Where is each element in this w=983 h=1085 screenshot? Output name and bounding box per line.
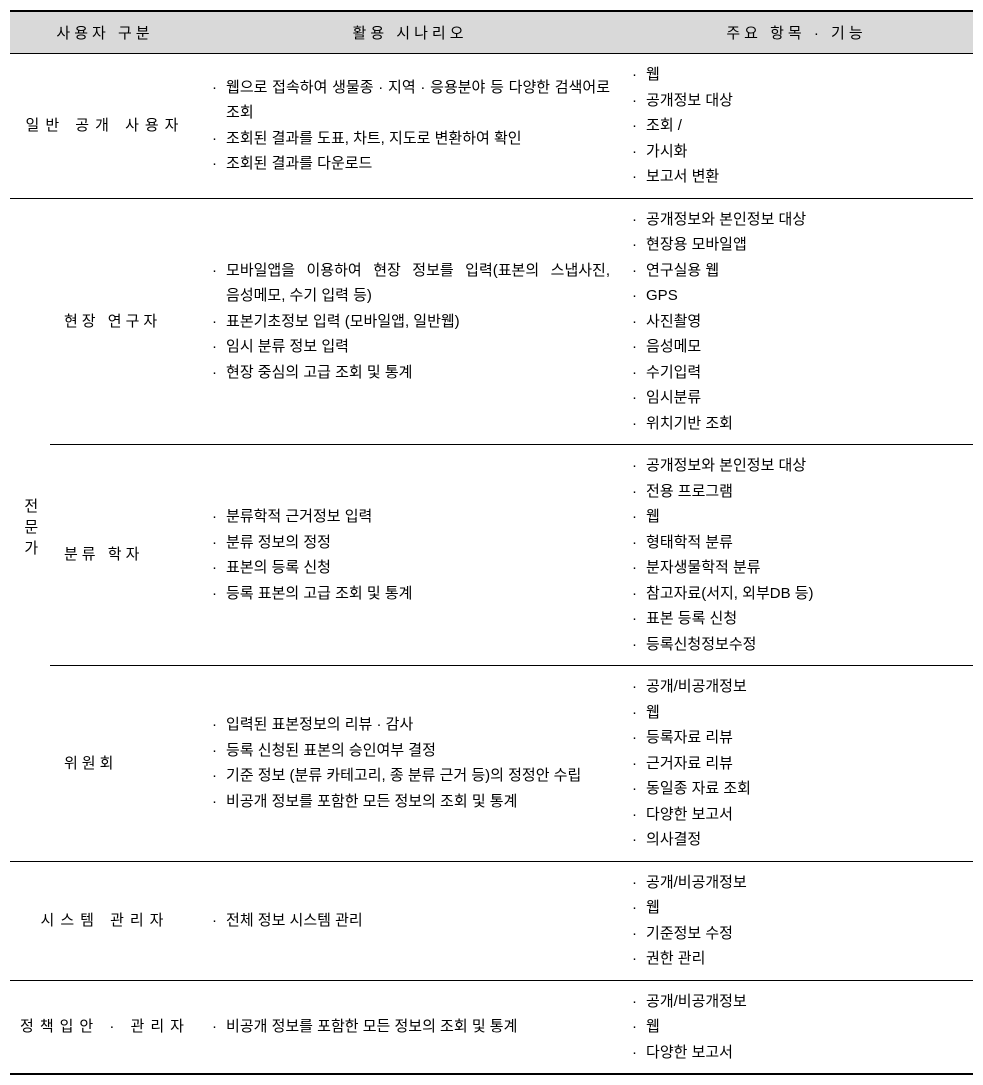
feature-item: 웹 <box>632 895 963 921</box>
cell-policy-maker-features: 공개/비공개정보 웹 다양한 보고서 <box>620 980 973 1074</box>
cell-public-user-features: 웹 공개정보 대상 조회 / 가시화 보고서 변환 <box>620 54 973 199</box>
scenario-item: 표본기초정보 입력 (모바일앱, 일반웹) <box>212 309 610 335</box>
cell-field-researcher-features: 공개정보와 본인정보 대상 현장용 모바일앱 연구실용 웹 GPS 사진촬영 음… <box>620 198 973 445</box>
feature-item: 형태학적 분류 <box>632 530 963 556</box>
header-row: 사용자 구분 활용 시나리오 주요 항목 · 기능 <box>10 11 973 54</box>
list-committee-features: 공개/비공개정보 웹 등록자료 리뷰 근거자료 리뷰 동일종 자료 조회 다양한… <box>630 674 963 853</box>
scenario-item: 비공개 정보를 포함한 모든 정보의 조회 및 통계 <box>212 789 610 815</box>
feature-item: 음성메모 <box>632 334 963 360</box>
scenario-item: 전체 정보 시스템 관리 <box>212 908 610 934</box>
feature-item: 위치기반 조회 <box>632 411 963 437</box>
list-field-researcher-scenario: 모바일앱을 이용하여 현장 정보를 입력(표본의 스냅사진, 음성메모, 수기 … <box>210 258 610 386</box>
feature-item: 등록신청정보수정 <box>632 632 963 658</box>
row-sysadmin: 시스템 관리자 전체 정보 시스템 관리 공개/비공개정보 웹 기준정보 수정 … <box>10 861 973 980</box>
scenario-item: 분류 정보의 정정 <box>212 530 610 556</box>
feature-item: 동일종 자료 조회 <box>632 776 963 802</box>
cell-field-researcher-scenario: 모바일앱을 이용하여 현장 정보를 입력(표본의 스냅사진, 음성메모, 수기 … <box>200 198 620 445</box>
feature-item: 수기입력 <box>632 360 963 386</box>
cell-policy-maker-scenario: 비공개 정보를 포함한 모든 정보의 조회 및 통계 <box>200 980 620 1074</box>
scenario-item: 조회된 결과를 다운로드 <box>212 151 610 177</box>
row-committee: 위원회 입력된 표본정보의 리뷰 · 감사 등록 신청된 표본의 승인여부 결정… <box>10 666 973 862</box>
feature-item: 기준정보 수정 <box>632 921 963 947</box>
scenario-item: 비공개 정보를 포함한 모든 정보의 조회 및 통계 <box>212 1014 610 1040</box>
scenario-item: 기준 정보 (분류 카테고리, 종 분류 근거 등)의 정정안 수립 <box>212 763 610 789</box>
feature-item: 임시분류 <box>632 385 963 411</box>
list-sysadmin-scenario: 전체 정보 시스템 관리 <box>210 908 610 934</box>
col-header-scenario: 활용 시나리오 <box>200 11 620 54</box>
row-policy-maker: 정책입안 · 관리자 비공개 정보를 포함한 모든 정보의 조회 및 통계 공개… <box>10 980 973 1074</box>
feature-item: 참고자료(서지, 외부DB 등) <box>632 581 963 607</box>
scenario-item: 조회된 결과를 도표, 차트, 지도로 변환하여 확인 <box>212 126 610 152</box>
feature-item: 조회 / <box>632 113 963 139</box>
feature-item: 웹 <box>632 504 963 530</box>
feature-item: 웹 <box>632 1014 963 1040</box>
cell-field-researcher-label: 현장 연구자 <box>50 198 200 445</box>
col-header-features: 주요 항목 · 기능 <box>620 11 973 54</box>
feature-item: 웹 <box>632 62 963 88</box>
feature-item: 보고서 변환 <box>632 164 963 190</box>
list-field-researcher-features: 공개정보와 본인정보 대상 현장용 모바일앱 연구실용 웹 GPS 사진촬영 음… <box>630 207 963 437</box>
feature-item: 분자생물학적 분류 <box>632 555 963 581</box>
cell-committee-label: 위원회 <box>50 666 200 862</box>
cell-committee-features: 공개/비공개정보 웹 등록자료 리뷰 근거자료 리뷰 동일종 자료 조회 다양한… <box>620 666 973 862</box>
list-taxonomist-scenario: 분류학적 근거정보 입력 분류 정보의 정정 표본의 등록 신청 등록 표본의 … <box>210 504 610 606</box>
row-public-user: 일반 공개 사용자 웹으로 접속하여 생물종 · 지역 · 응용분야 등 다양한… <box>10 54 973 199</box>
cell-expert-group-label: 전문가 <box>10 198 50 861</box>
scenario-item: 등록 표본의 고급 조회 및 통계 <box>212 581 610 607</box>
cell-taxonomist-scenario: 분류학적 근거정보 입력 분류 정보의 정정 표본의 등록 신청 등록 표본의 … <box>200 445 620 666</box>
col-header-user: 사용자 구분 <box>10 11 200 54</box>
list-taxonomist-features: 공개정보와 본인정보 대상 전용 프로그램 웹 형태학적 분류 분자생물학적 분… <box>630 453 963 657</box>
feature-item: 근거자료 리뷰 <box>632 751 963 777</box>
feature-item: 공개/비공개정보 <box>632 989 963 1015</box>
feature-item: 표본 등록 신청 <box>632 606 963 632</box>
feature-item: 가시화 <box>632 139 963 165</box>
feature-item: 다양한 보고서 <box>632 1040 963 1066</box>
feature-item: GPS <box>632 283 963 309</box>
feature-item: 공개정보 대상 <box>632 88 963 114</box>
scenario-item: 현장 중심의 고급 조회 및 통계 <box>212 360 610 386</box>
scenario-item: 분류학적 근거정보 입력 <box>212 504 610 530</box>
feature-item: 공개/비공개정보 <box>632 870 963 896</box>
scenario-item: 임시 분류 정보 입력 <box>212 334 610 360</box>
cell-sysadmin-features: 공개/비공개정보 웹 기준정보 수정 권한 관리 <box>620 861 973 980</box>
cell-public-user-scenario: 웹으로 접속하여 생물종 · 지역 · 응용분야 등 다양한 검색어로 조회 조… <box>200 54 620 199</box>
feature-item: 다양한 보고서 <box>632 802 963 828</box>
feature-item: 공개정보와 본인정보 대상 <box>632 453 963 479</box>
scenario-item: 웹으로 접속하여 생물종 · 지역 · 응용분야 등 다양한 검색어로 조회 <box>212 75 610 126</box>
cell-public-user-label: 일반 공개 사용자 <box>10 54 200 199</box>
list-committee-scenario: 입력된 표본정보의 리뷰 · 감사 등록 신청된 표본의 승인여부 결정 기준 … <box>210 712 610 814</box>
cell-taxonomist-label: 분류 학자 <box>50 445 200 666</box>
list-public-user-scenario: 웹으로 접속하여 생물종 · 지역 · 응용분야 등 다양한 검색어로 조회 조… <box>210 75 610 177</box>
feature-item: 권한 관리 <box>632 946 963 972</box>
feature-item: 등록자료 리뷰 <box>632 725 963 751</box>
users-table: 사용자 구분 활용 시나리오 주요 항목 · 기능 일반 공개 사용자 웹으로 … <box>10 10 973 1075</box>
list-sysadmin-features: 공개/비공개정보 웹 기준정보 수정 권한 관리 <box>630 870 963 972</box>
row-taxonomist: 분류 학자 분류학적 근거정보 입력 분류 정보의 정정 표본의 등록 신청 등… <box>10 445 973 666</box>
feature-item: 의사결정 <box>632 827 963 853</box>
cell-taxonomist-features: 공개정보와 본인정보 대상 전용 프로그램 웹 형태학적 분류 분자생물학적 분… <box>620 445 973 666</box>
feature-item: 공개/비공개정보 <box>632 674 963 700</box>
scenario-item: 표본의 등록 신청 <box>212 555 610 581</box>
feature-item: 웹 <box>632 700 963 726</box>
feature-item: 사진촬영 <box>632 309 963 335</box>
cell-sysadmin-scenario: 전체 정보 시스템 관리 <box>200 861 620 980</box>
cell-committee-scenario: 입력된 표본정보의 리뷰 · 감사 등록 신청된 표본의 승인여부 결정 기준 … <box>200 666 620 862</box>
cell-sysadmin-label: 시스템 관리자 <box>10 861 200 980</box>
feature-item: 현장용 모바일앱 <box>632 232 963 258</box>
scenario-item: 등록 신청된 표본의 승인여부 결정 <box>212 738 610 764</box>
scenario-item: 입력된 표본정보의 리뷰 · 감사 <box>212 712 610 738</box>
feature-item: 연구실용 웹 <box>632 258 963 284</box>
list-policy-maker-scenario: 비공개 정보를 포함한 모든 정보의 조회 및 통계 <box>210 1014 610 1040</box>
row-field-researcher: 전문가 현장 연구자 모바일앱을 이용하여 현장 정보를 입력(표본의 스냅사진… <box>10 198 973 445</box>
list-policy-maker-features: 공개/비공개정보 웹 다양한 보고서 <box>630 989 963 1066</box>
cell-policy-maker-label: 정책입안 · 관리자 <box>10 980 200 1074</box>
scenario-item: 모바일앱을 이용하여 현장 정보를 입력(표본의 스냅사진, 음성메모, 수기 … <box>212 258 610 309</box>
feature-item: 전용 프로그램 <box>632 479 963 505</box>
list-public-user-features: 웹 공개정보 대상 조회 / 가시화 보고서 변환 <box>630 62 963 190</box>
feature-item: 공개정보와 본인정보 대상 <box>632 207 963 233</box>
